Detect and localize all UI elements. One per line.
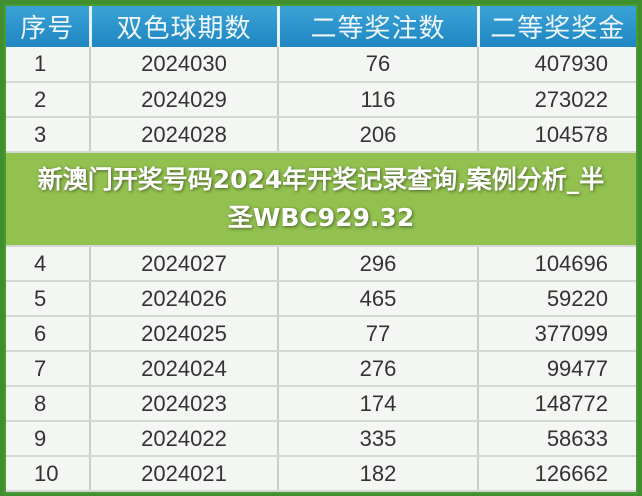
- cell-issue: 2024023: [90, 386, 279, 422]
- cell-prize: 273022: [478, 82, 636, 118]
- cell-prize: 126662: [478, 456, 636, 492]
- cell-winners: 276: [278, 351, 479, 387]
- cell-index: 9: [6, 421, 91, 457]
- cell-prize: 59220: [478, 281, 636, 317]
- cell-index: 7: [6, 351, 91, 387]
- cell-index: 10: [6, 456, 91, 492]
- table-row: 7 2024024 276 99477: [6, 351, 636, 387]
- cell-winners: 335: [278, 421, 479, 457]
- table-row: 1 2024030 76 407930: [6, 47, 636, 83]
- cell-prize: 99477: [478, 351, 636, 387]
- cell-issue: 2024029: [90, 82, 279, 118]
- cell-issue: 2024022: [90, 421, 279, 457]
- table-row: 4 2024027 296 104696: [6, 246, 636, 282]
- cell-winners: 296: [278, 246, 479, 282]
- table-row: 10 2024021 182 126662: [6, 456, 636, 492]
- header-issue: 双色球期数: [90, 6, 280, 47]
- cell-index: 3: [6, 117, 91, 153]
- cell-winners: 206: [278, 117, 479, 153]
- cell-issue: 2024024: [90, 351, 279, 387]
- cell-winners: 76: [278, 47, 479, 83]
- cell-winners: 174: [278, 386, 479, 422]
- lottery-table-frame: 序号 双色球期数 二等奖注数 二等奖奖金 1 2024030 76 407930 2 20…: [4, 4, 638, 494]
- cell-issue: 2024026: [90, 281, 279, 317]
- table-row: 9 2024022 335 58633: [6, 421, 636, 457]
- cell-winners: 465: [278, 281, 479, 317]
- cell-prize: 407930: [478, 47, 636, 83]
- overlay-title: 新澳门开奖号码2024年开奖记录查询,案例分析_半圣WBC929.32: [37, 165, 605, 232]
- header-prize: 二等奖奖金: [478, 6, 636, 47]
- title-overlay-row: 新澳门开奖号码2024年开奖记录查询,案例分析_半圣WBC929.32: [6, 152, 636, 247]
- cell-winners: 77: [278, 316, 479, 352]
- cell-issue: 2024021: [90, 456, 279, 492]
- table-row: 2 2024029 116 273022: [6, 82, 636, 118]
- cell-issue: 2024025: [90, 316, 279, 352]
- cell-winners: 116: [278, 82, 479, 118]
- table-row: 6 2024025 77 377099: [6, 316, 636, 352]
- table-row: 8 2024023 174 148772: [6, 386, 636, 422]
- cell-index: 5: [6, 281, 91, 317]
- cell-prize: 104696: [478, 246, 636, 282]
- header-index: 序号: [6, 6, 92, 47]
- cell-issue: 2024030: [90, 47, 279, 83]
- title-overlay: 新澳门开奖号码2024年开奖记录查询,案例分析_半圣WBC929.32: [6, 152, 636, 247]
- cell-prize: 377099: [478, 316, 636, 352]
- cell-index: 2: [6, 82, 91, 118]
- cell-prize: 104578: [478, 117, 636, 153]
- cell-index: 4: [6, 246, 91, 282]
- cell-index: 1: [6, 47, 91, 83]
- cell-index: 8: [6, 386, 91, 422]
- table-header-row: 序号 双色球期数 二等奖注数 二等奖奖金: [6, 6, 636, 47]
- lottery-table: 序号 双色球期数 二等奖注数 二等奖奖金 1 2024030 76 407930 2 20…: [6, 6, 636, 492]
- cell-issue: 2024027: [90, 246, 279, 282]
- header-winners: 二等奖注数: [278, 6, 480, 47]
- table-row: 3 2024028 206 104578: [6, 117, 636, 153]
- cell-index: 6: [6, 316, 91, 352]
- cell-prize: 148772: [478, 386, 636, 422]
- table-row: 5 2024026 465 59220: [6, 281, 636, 317]
- cell-issue: 2024028: [90, 117, 279, 153]
- cell-winners: 182: [278, 456, 479, 492]
- cell-prize: 58633: [478, 421, 636, 457]
